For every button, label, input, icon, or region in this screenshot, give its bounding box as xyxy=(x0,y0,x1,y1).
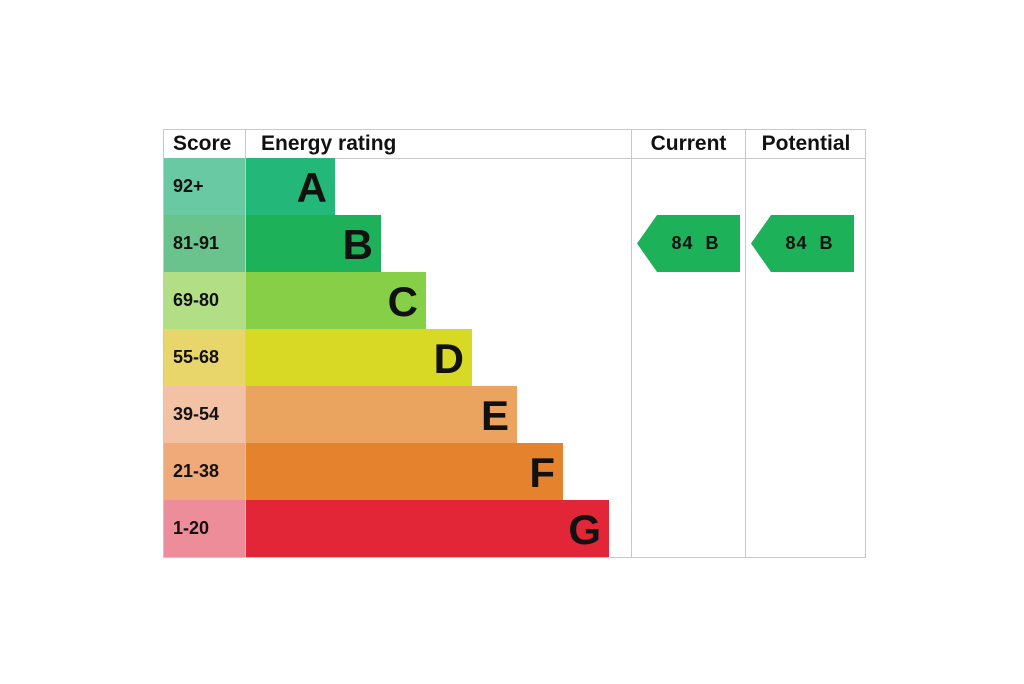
score-cell-e: 39-54 xyxy=(164,386,245,443)
band-letter-f: F xyxy=(529,449,555,496)
current-column-divider xyxy=(631,130,632,557)
band-letter-e: E xyxy=(480,392,509,439)
current-arrow-polygon xyxy=(637,215,740,272)
potential-header: Potential xyxy=(761,132,851,155)
band-letter-g: G xyxy=(568,506,601,553)
band-letter-c: C xyxy=(387,278,418,325)
band-g: G xyxy=(246,500,609,557)
current-rating-letter: B xyxy=(705,233,720,253)
score-cell-g: 1-20 xyxy=(164,500,245,557)
score-cell-d: 55-68 xyxy=(164,329,245,386)
band-f: F xyxy=(246,443,563,500)
band-letter-a: A xyxy=(296,164,327,211)
score-cell-a: 92+ xyxy=(164,158,245,215)
potential-column-divider xyxy=(745,130,746,557)
energy-rating-header: Energy rating xyxy=(261,132,397,155)
score-header: Score xyxy=(173,132,232,155)
potential-rating-label: 84 B xyxy=(751,215,854,272)
score-column-divider xyxy=(245,130,246,557)
potential-rating-letter: B xyxy=(819,233,834,253)
current-rating-value: 84 xyxy=(671,233,694,253)
epc-chart: Score Energy rating Current Potential 92… xyxy=(163,129,866,558)
current-arrow-shape xyxy=(637,215,740,272)
score-cell-c: 69-80 xyxy=(164,272,245,329)
band-letter-d: D xyxy=(433,335,464,382)
potential-rating-arrow: 84 B xyxy=(751,215,854,272)
band-e: E xyxy=(246,386,517,443)
band-letter-b: B xyxy=(342,221,373,268)
current-rating-label: 84 B xyxy=(637,215,740,272)
potential-rating-value: 84 xyxy=(785,233,808,253)
potential-arrow-shape xyxy=(751,215,854,272)
score-cell-f: 21-38 xyxy=(164,443,245,500)
score-cell-b: 81-91 xyxy=(164,215,245,272)
band-b: B xyxy=(246,215,381,272)
band-c: C xyxy=(246,272,426,329)
band-d: D xyxy=(246,329,472,386)
header-divider xyxy=(164,158,865,159)
potential-arrow-polygon xyxy=(751,215,854,272)
current-rating-arrow: 84 B xyxy=(637,215,740,272)
current-header: Current xyxy=(650,132,727,155)
band-a: A xyxy=(246,158,335,215)
